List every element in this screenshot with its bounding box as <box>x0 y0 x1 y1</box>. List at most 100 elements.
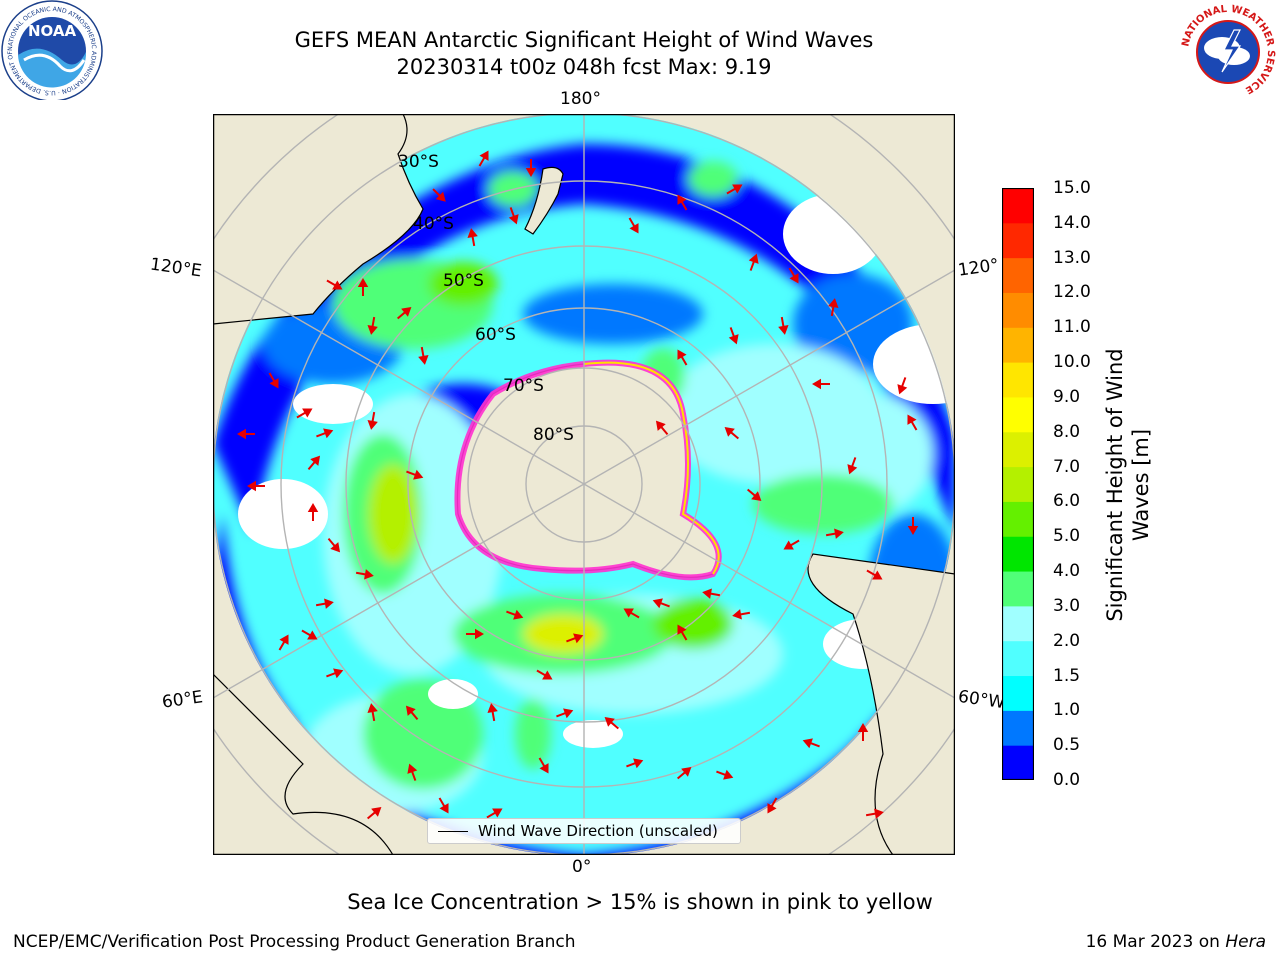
colorbar-tick-label: 7.0 <box>1053 456 1081 477</box>
wave-direction-arrow <box>406 469 424 480</box>
wave-direction-arrow <box>438 797 449 814</box>
colorbar-bin <box>1002 327 1034 363</box>
lat-label-50s: 50°S <box>443 271 484 291</box>
colorbar-bin <box>1002 222 1034 259</box>
colorbar-tick-label: 11.0 <box>1053 317 1091 338</box>
colorbar-bin <box>1002 605 1034 642</box>
colorbar-bin <box>1002 466 1034 502</box>
wave-direction-arrow <box>315 598 334 609</box>
footer-date-text: 16 Mar 2023 on <box>1085 932 1226 952</box>
polar-map: 30°S 40°S 50°S 60°S 70°S 80°S <box>212 113 956 856</box>
colorbar-bin <box>1002 188 1034 224</box>
wave-direction-arrow <box>676 766 692 780</box>
colorbar-tick-label: 0.0 <box>1053 770 1081 790</box>
wave-direction-arrow <box>525 159 537 177</box>
wave-direction-arrow <box>677 624 688 641</box>
wave-direction-arrow <box>677 194 688 211</box>
wave-direction-arrow <box>716 769 734 780</box>
colorbar-bin <box>1002 710 1034 746</box>
wave-direction-arrow <box>812 378 830 390</box>
wave-direction-arrow <box>432 188 446 202</box>
colorbar-bin <box>1002 257 1034 293</box>
lat-label-70s: 70°S <box>503 376 544 396</box>
noaa-logo-icon: NATIONAL OCEANIC AND ATMOSPHERIC ADMINIS… <box>0 0 104 102</box>
lon-label-120e: 120°E <box>148 254 203 282</box>
wave-direction-arrow <box>487 703 498 722</box>
wave-direction-arrow <box>655 420 669 436</box>
colorbar-bin <box>1002 362 1034 398</box>
lon-label-60e: 60°E <box>160 687 205 713</box>
wave-direction-arrow <box>296 408 313 419</box>
colorbar-bin <box>1002 292 1034 328</box>
legend-line-icon <box>438 831 468 832</box>
colorbar-tick-label: 14.0 <box>1053 212 1091 233</box>
wave-direction-arrow <box>652 598 670 609</box>
colorbar-tick-label: 1.0 <box>1053 700 1081 721</box>
lon-label-60w: 60°W <box>956 686 1007 714</box>
lat-label-60s: 60°S <box>475 325 516 345</box>
graticule <box>213 114 955 855</box>
colorbar-bin <box>1002 536 1034 572</box>
wave-direction-arrow <box>907 414 918 431</box>
wave-direction-arrow <box>897 377 908 395</box>
footer-host: Hera <box>1225 932 1266 952</box>
map-legend: Wind Wave Direction (unscaled) <box>427 818 741 844</box>
colorbar-tick-label: 5.0 <box>1053 526 1081 547</box>
wave-direction-arrow <box>907 517 919 535</box>
wave-direction-arrow <box>857 723 869 741</box>
wave-direction-arrow <box>726 184 743 195</box>
colorbar-tick-label: 8.0 <box>1053 421 1081 442</box>
nws-logo-icon: NATIONAL WEATHER SERVICE <box>1176 0 1280 100</box>
colorbar-tick-label: 15.0 <box>1053 178 1091 198</box>
lat-label-30s: 30°S <box>398 152 439 172</box>
colorbar-tick-label: 12.0 <box>1053 282 1091 303</box>
wave-direction-arrow <box>355 569 374 580</box>
wave-direction-arrow <box>556 708 574 719</box>
lat-label-40s: 40°S <box>413 214 454 234</box>
wave-direction-arrow <box>367 411 378 430</box>
wave-direction-arrow <box>825 528 844 539</box>
colorbar-tick-label: 4.0 <box>1053 561 1081 582</box>
wave-direction-arrow <box>506 609 524 620</box>
wave-direction-arrow <box>478 150 489 167</box>
wave-direction-arrow <box>367 316 378 335</box>
colorbar-bin <box>1002 396 1034 433</box>
wave-direction-arrow <box>866 569 883 580</box>
wave-direction-arrow <box>486 808 503 819</box>
wave-direction-arrow <box>865 808 884 819</box>
wave-direction-arrow <box>566 633 584 644</box>
wave-direction-arrow <box>767 797 778 814</box>
lon-label-180: 180° <box>560 89 601 109</box>
chart-title-line2: 20230314 t00z 048h fcst Max: 9.19 <box>396 55 772 79</box>
wave-direction-arrow <box>396 306 412 320</box>
wave-direction-arrow <box>237 428 255 440</box>
wave-direction-arrow <box>316 428 334 439</box>
wave-direction-arrow <box>702 588 721 599</box>
wave-direction-arrow <box>407 763 418 781</box>
colorbar-tick-label: 0.5 <box>1053 735 1081 756</box>
wave-direction-arrow <box>357 278 369 296</box>
wave-direction-arrow <box>307 455 321 471</box>
wave-direction-arrow <box>466 628 484 640</box>
colorbar-tick-label: 1.5 <box>1053 665 1081 686</box>
colorbar-bin <box>1002 640 1034 677</box>
wave-direction-arrow <box>538 757 549 774</box>
wave-direction-arrow <box>623 608 640 619</box>
wave-direction-arrow <box>746 488 762 502</box>
wave-direction-arrow <box>536 669 553 680</box>
wave-direction-arrow <box>847 457 858 475</box>
wave-direction-arrow <box>604 716 620 730</box>
wind-wave-direction-arrows <box>237 150 919 820</box>
colorbar-label: Significant Height of Wind Waves [m] <box>1103 348 1153 622</box>
wave-direction-arrow <box>367 703 378 722</box>
lon-label-120w: 120° <box>956 255 1001 281</box>
wave-direction-arrow <box>268 372 279 389</box>
wave-direction-arrow <box>467 228 478 247</box>
wave-direction-arrow <box>326 279 343 290</box>
wave-direction-arrow <box>783 539 800 550</box>
wave-direction-arrow <box>418 346 429 365</box>
footer-branch: NCEP/EMC/Verification Post Processing Pr… <box>13 932 576 952</box>
wave-direction-arrow <box>307 503 319 521</box>
colorbar-tick-label: 10.0 <box>1053 352 1091 373</box>
colorbar-bin <box>1002 501 1034 537</box>
